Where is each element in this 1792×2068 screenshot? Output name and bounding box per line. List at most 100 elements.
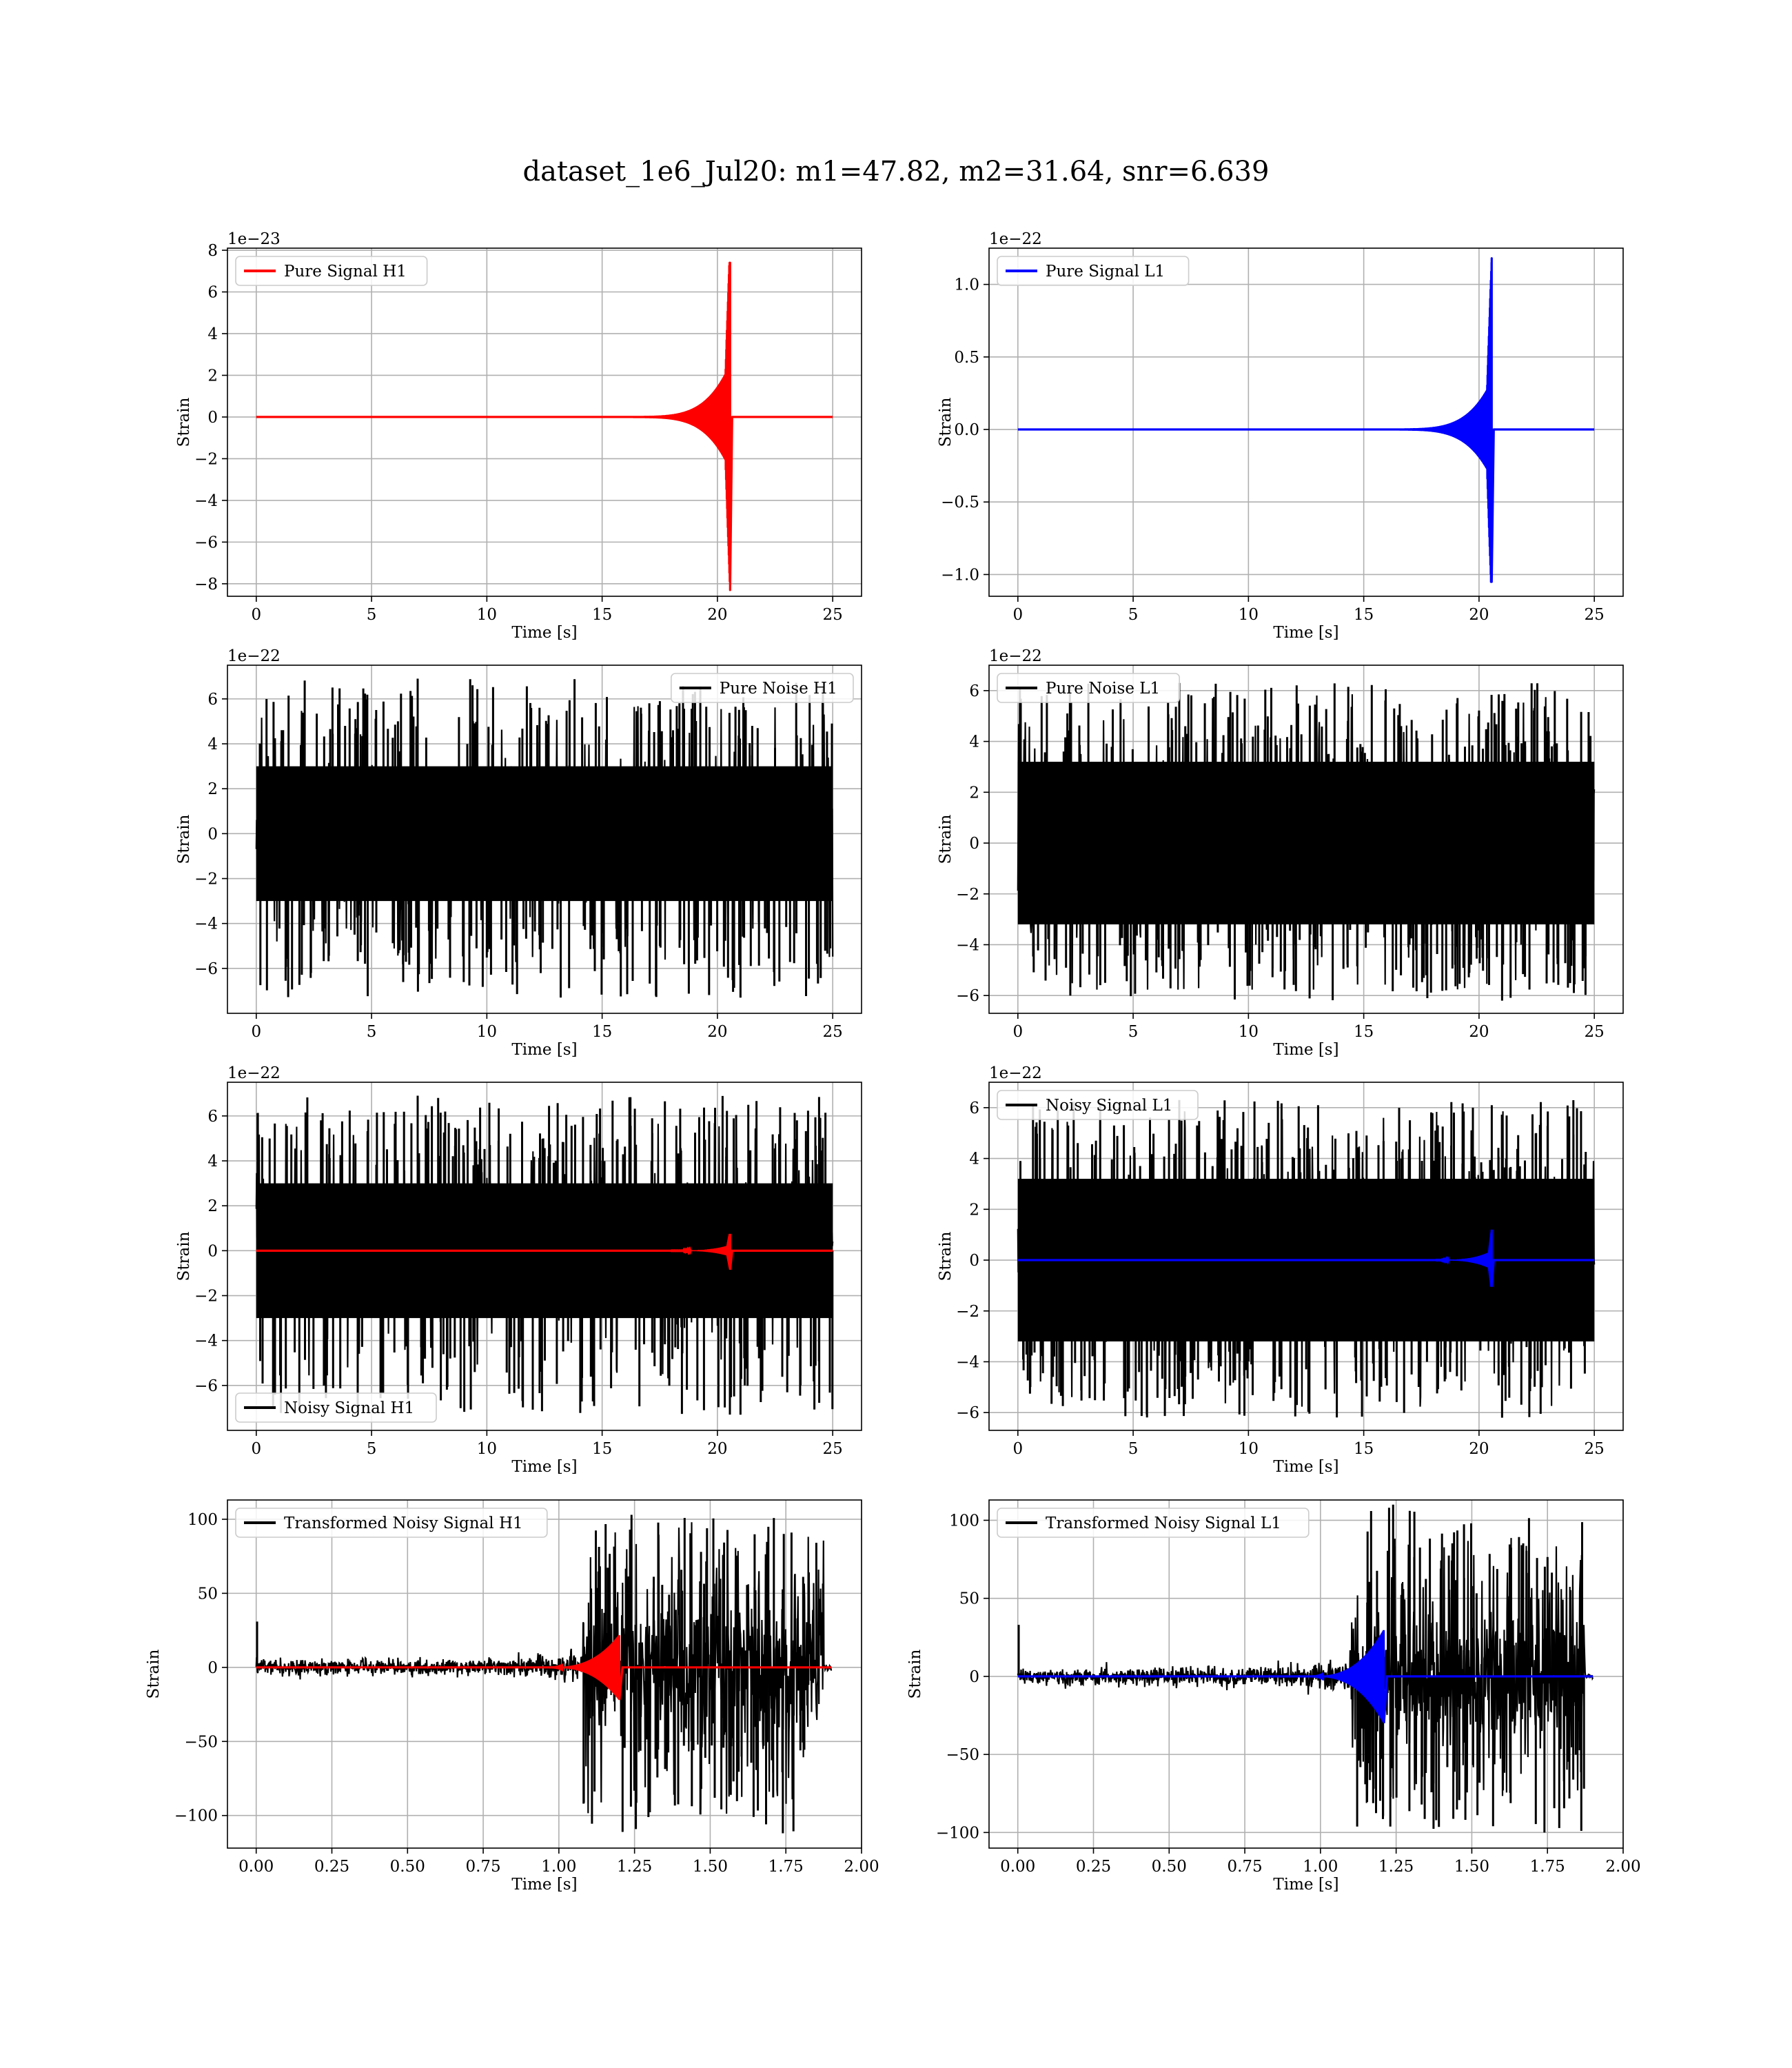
pure-signal-h1-xtick-label-5: 25: [823, 606, 843, 624]
transformed-noisy-signal-h1-ytick-label-3: 50: [198, 1585, 218, 1603]
noisy-signal-h1-plot-area: [255, 1095, 834, 1415]
noisy-signal-l1-signal-overlay: [1017, 1229, 1595, 1287]
pure-noise-l1-xtick-label-2: 10: [1239, 1023, 1259, 1041]
pure-signal-l1-xtick-label-3: 15: [1354, 606, 1374, 624]
pure-signal-h1-xlabel: Time [s]: [511, 624, 577, 642]
pure-signal-l1-ytick-label-2: 0.0: [954, 421, 979, 439]
noisy-signal-l1-xtick-label-5: 25: [1585, 1440, 1605, 1458]
pure-noise-h1-ytick-label-3: 0: [207, 825, 218, 843]
transformed-noisy-signal-h1-xtick-label-4: 1.00: [541, 1858, 576, 1876]
noisy-signal-l1-plot-area: [1017, 1099, 1596, 1418]
pure-signal-h1-ytick-label-6: 4: [207, 325, 218, 343]
pure-signal-l1-xtick-label-1: 5: [1128, 606, 1139, 624]
transformed-noisy-signal-l1-legend: Transformed Noisy Signal L1: [997, 1508, 1310, 1538]
pure-noise-l1-ytick-label-5: 4: [969, 733, 979, 751]
transformed-noisy-signal-l1-xtick-label-3: 0.75: [1227, 1858, 1262, 1876]
pure-signal-h1-ytick-label-8: 8: [207, 242, 218, 260]
transformed-noisy-signal-l1-panel: 0.00 0.25 0.50 0.75 1.00 1.25 1.50 1.75 2.00 −100…: [906, 1499, 1641, 1894]
pure-noise-h1-ytick-label-6: 6: [207, 691, 218, 709]
pure-noise-l1-ytick-label-2: −2: [956, 886, 979, 904]
transformed-noisy-signal-l1-noise-spikes: [1017, 1504, 1585, 1833]
transformed-noisy-signal-h1-plot-area: [255, 1514, 833, 1834]
pure-noise-h1-xtick-label-5: 25: [823, 1023, 843, 1041]
transformed-noisy-signal-l1-xtick-label-7: 1.75: [1530, 1858, 1565, 1876]
transformed-noisy-signal-l1-xtick-label-6: 1.50: [1454, 1858, 1489, 1876]
pure-signal-l1-xtick-label-5: 25: [1585, 606, 1605, 624]
pure-noise-h1-ytick-label-2: −2: [194, 871, 218, 889]
pure-signal-h1-xtick-label-0: 0: [251, 606, 261, 624]
pure-noise-h1-xtick-label-4: 20: [707, 1023, 727, 1041]
noisy-signal-h1-axes-frame: [227, 1082, 862, 1431]
noisy-signal-l1-ytick-label-5: 4: [969, 1150, 979, 1168]
transformed-noisy-signal-l1-xtick-label-8: 2.00: [1605, 1858, 1640, 1876]
pure-noise-l1-xtick-label-0: 0: [1012, 1023, 1023, 1041]
pure-signal-h1-ytick-label-1: −6: [194, 534, 218, 551]
transformed-noisy-signal-l1-ytick-label-0: −100: [936, 1824, 979, 1842]
noisy-signal-l1-xtick-label-2: 10: [1239, 1440, 1259, 1458]
pure-signal-h1-ytick-label-7: 6: [207, 284, 218, 302]
noisy-signal-l1-panel: 0 5 10 15 20 25 −6 −4 −2 0 2 4 6 Time [s] Strain 1e−22N…: [937, 1064, 1624, 1476]
pure-noise-l1-ytick-label-4: 2: [969, 784, 979, 802]
pure-signal-l1-ytick-label-4: 1.0: [954, 276, 979, 294]
noisy-signal-l1-xtick-label-1: 5: [1128, 1440, 1139, 1458]
pure-signal-h1-xtick-label-1: 5: [367, 606, 377, 624]
pure-signal-l1-ytick-label-0: −1.0: [941, 566, 979, 584]
pure-noise-h1-panel: 0 5 10 15 20 25 −6 −4 −2 0 2 4 6 Time [s] Strain 1e−22 P…: [175, 647, 862, 1059]
noisy-signal-h1-legend-label: Noisy Signal H1: [284, 1399, 414, 1417]
noisy-signal-h1-offset-multiplier: 1e−22: [227, 1064, 281, 1082]
noisy-signal-l1-offset-multiplier: 1e−22: [989, 1064, 1042, 1082]
pure-noise-h1-noise-spikes: [258, 678, 833, 998]
pure-noise-h1-ytick-label-0: −6: [194, 960, 218, 978]
pure-signal-h1-ytick-label-3: −2: [194, 450, 218, 468]
figure-title: dataset_1e6_Jul20: m1=47.82, m2=31.64, s…: [522, 156, 1270, 187]
pure-signal-h1-panel: 0 5 10 15 20 25 −8 −6 −4 −2 0 2 4 6 8 Time [s] Strain 1e−…: [175, 230, 862, 642]
pure-signal-l1-ylabel: Strain: [937, 397, 955, 447]
pure-signal-h1-xtick-label-3: 15: [592, 606, 612, 624]
transformed-noisy-signal-h1-xlabel: Time [s]: [511, 1876, 577, 1894]
pure-noise-h1-legend-box: [670, 673, 854, 703]
noisy-signal-l1-ytick-label-6: 6: [969, 1099, 979, 1117]
pure-noise-h1-axes-frame: [227, 665, 862, 1014]
noisy-signal-h1-panel: 0 5 10 15 20 25 −6 −4 −2 0 2 4 6 Time [s] Strain 1e−22 N…: [175, 1064, 862, 1476]
pure-noise-h1-xtick-label-0: 0: [251, 1023, 261, 1041]
transformed-noisy-signal-h1-noise-spikes: [256, 1514, 824, 1834]
pure-noise-h1-ytick-label-1: −4: [194, 915, 218, 933]
pure-signal-l1-ytick-label-1: −0.5: [941, 494, 979, 511]
transformed-noisy-signal-h1-ylabel: Strain: [145, 1649, 163, 1699]
pure-noise-l1-xtick-label-3: 15: [1354, 1023, 1374, 1041]
pure-signal-h1-xtick-label-2: 10: [477, 606, 497, 624]
transformed-noisy-signal-h1-signal-overlay: [256, 1635, 832, 1701]
noisy-signal-l1-ytick-label-4: 2: [969, 1201, 979, 1219]
noisy-signal-h1-ytick-label-2: −2: [194, 1288, 218, 1306]
pure-signal-h1-ytick-label-0: −8: [194, 576, 218, 594]
transformed-noisy-signal-h1-ytick-label-0: −100: [174, 1807, 218, 1825]
noisy-signal-l1-axes-frame: [988, 1082, 1624, 1431]
noisy-signal-l1-legend: Noisy Signal L1: [997, 1090, 1199, 1120]
pure-signal-h1-legend: Pure Signal H1: [235, 256, 428, 286]
noisy-signal-h1-ytick-label-5: 4: [207, 1153, 218, 1170]
pure-signal-h1-xtick-label-4: 20: [707, 606, 727, 624]
pure-noise-l1-ytick-label-6: 6: [969, 682, 979, 700]
transformed-noisy-signal-h1-xtick-label-5: 1.25: [617, 1858, 652, 1876]
transformed-noisy-signal-l1-ytick-label-4: 100: [949, 1512, 979, 1530]
pure-noise-h1-plot-area: [255, 678, 834, 998]
transformed-noisy-signal-l1-legend-label: Transformed Noisy Signal L1: [1046, 1514, 1281, 1532]
noisy-signal-h1-xtick-label-2: 10: [477, 1440, 497, 1458]
pure-signal-l1-legend-box: [997, 256, 1190, 286]
pure-signal-h1-ytick-label-4: 0: [207, 409, 218, 427]
pure-signal-l1-panel: 0 5 10 15 20 25 −1.0 −0.5 0.0 0.5 1.0 Time [s] Strai…: [937, 230, 1624, 642]
noisy-signal-l1-ytick-label-1: −4: [956, 1353, 979, 1371]
transformed-noisy-signal-l1-axes-frame: [988, 1499, 1624, 1849]
pure-signal-h1-offset-multiplier: 1e−23: [227, 230, 281, 248]
transformed-noisy-signal-h1-xtick-label-2: 0.50: [390, 1858, 425, 1876]
transformed-noisy-signal-h1-xtick-label-6: 1.50: [693, 1858, 728, 1876]
noisy-signal-h1-xtick-label-0: 0: [251, 1440, 261, 1458]
pure-signal-l1-xtick-label-2: 10: [1239, 606, 1259, 624]
transformed-noisy-signal-h1-legend-label: Transformed Noisy Signal H1: [284, 1514, 523, 1532]
noisy-signal-h1-xtick-label-5: 25: [823, 1440, 843, 1458]
pure-noise-h1-ytick-label-4: 2: [207, 780, 218, 798]
noisy-signal-l1-xtick-label-0: 0: [1012, 1440, 1023, 1458]
pure-signal-l1-legend-label: Pure Signal L1: [1046, 263, 1165, 281]
noisy-signal-h1-ylabel: Strain: [175, 1231, 193, 1281]
pure-noise-l1-legend: Pure Noise L1: [997, 673, 1181, 703]
